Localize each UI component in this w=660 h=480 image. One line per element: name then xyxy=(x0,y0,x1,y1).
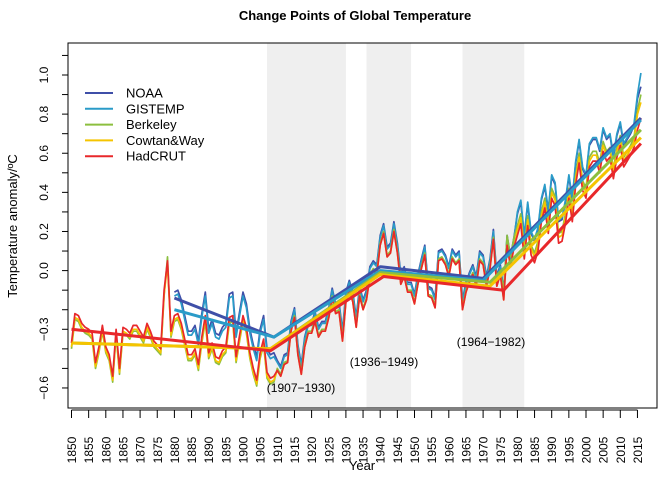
x-tick-label: 2005 xyxy=(597,436,611,463)
x-tick-label: 1920 xyxy=(305,436,319,463)
x-tick-label: 1875 xyxy=(151,436,165,463)
fitted-trend-lines xyxy=(71,116,642,353)
x-tick-label: 1850 xyxy=(65,436,79,463)
x-tick-label: 1890 xyxy=(202,436,216,463)
legend-label: Berkeley xyxy=(126,117,177,132)
x-tick-label: 1935 xyxy=(357,436,371,463)
x-tick-label: 1940 xyxy=(374,436,388,463)
x-tick-label: 1880 xyxy=(168,436,182,463)
x-axis-label: Year xyxy=(349,458,376,473)
x-tick-label: 1980 xyxy=(511,436,525,463)
x-tick-label: 1945 xyxy=(391,436,405,463)
x-tick-label: 1895 xyxy=(219,436,233,463)
x-tick-label: 1950 xyxy=(408,436,422,463)
x-tick-label: 1860 xyxy=(99,436,113,463)
change-period-label: (1907−1930) xyxy=(267,381,335,395)
change-period-band xyxy=(267,43,346,408)
fit-line-hadcrut xyxy=(71,142,642,353)
y-tick-label: 1.0 xyxy=(37,66,51,83)
y-axis: 1.0 0.8 0.6 0.4 0.2 0.0 −0.3 −0.6 xyxy=(37,54,68,400)
y-tick-label: 0.6 xyxy=(37,145,51,162)
x-tick-label: 2010 xyxy=(614,436,628,463)
x-tick-label: 1975 xyxy=(494,436,508,463)
x-tick-label: 2000 xyxy=(580,436,594,463)
y-tick-label: 0.0 xyxy=(37,262,51,279)
change-period-labels: (1907−1930) (1936−1949) (1964−1982) xyxy=(267,335,525,395)
legend-label: NOAA xyxy=(126,86,163,101)
change-period-label: (1936−1949) xyxy=(350,355,418,369)
legend-label: HadCRUT xyxy=(126,149,186,164)
x-tick-label: 1985 xyxy=(528,436,542,463)
change-period-label: (1964−1982) xyxy=(457,335,525,349)
x-tick-label: 1955 xyxy=(425,436,439,463)
x-tick-label: 1905 xyxy=(254,436,268,463)
x-axis: 1850 1855 1860 1865 1870 1875 1880 1885 1890 1895… xyxy=(65,409,645,463)
x-tick-label: 2015 xyxy=(631,436,645,463)
x-tick-label: 1885 xyxy=(185,436,199,463)
fit-line-gistemp xyxy=(174,118,642,339)
x-tick-label: 1900 xyxy=(237,436,251,463)
x-tick-label: 1925 xyxy=(322,436,336,463)
x-tick-label: 1855 xyxy=(82,436,96,463)
x-tick-label: 1965 xyxy=(459,436,473,463)
y-tick-label: 0.8 xyxy=(37,105,51,122)
chart-title: Change Points of Global Temperature xyxy=(239,8,471,23)
change-period-band xyxy=(462,43,525,408)
x-tick-label: 1995 xyxy=(562,436,576,463)
x-tick-label: 1915 xyxy=(288,436,302,463)
y-tick-label: −0.6 xyxy=(37,376,51,400)
x-tick-label: 1910 xyxy=(271,436,285,463)
y-tick-label: −0.3 xyxy=(37,317,51,341)
x-tick-label: 1960 xyxy=(442,436,456,463)
x-tick-label: 1865 xyxy=(116,436,130,463)
x-tick-label: 1970 xyxy=(477,436,491,463)
plot-frame xyxy=(67,42,658,409)
x-tick-label: 1870 xyxy=(134,436,148,463)
x-tick-label: 1930 xyxy=(339,436,353,463)
y-axis-label: Temperature anomaly/ºC xyxy=(5,154,20,297)
x-tick-label: 1990 xyxy=(545,436,559,463)
y-tick-label: 0.4 xyxy=(37,184,51,201)
change-period-bands xyxy=(267,43,525,408)
series-line-gistemp xyxy=(173,72,642,370)
y-tick-label: 0.2 xyxy=(37,223,51,240)
change-period-band xyxy=(366,43,412,408)
fit-line-cowtanway xyxy=(71,136,642,351)
legend-label: Cowtan&Way xyxy=(126,133,205,148)
legend-label: GISTEMP xyxy=(126,101,185,116)
